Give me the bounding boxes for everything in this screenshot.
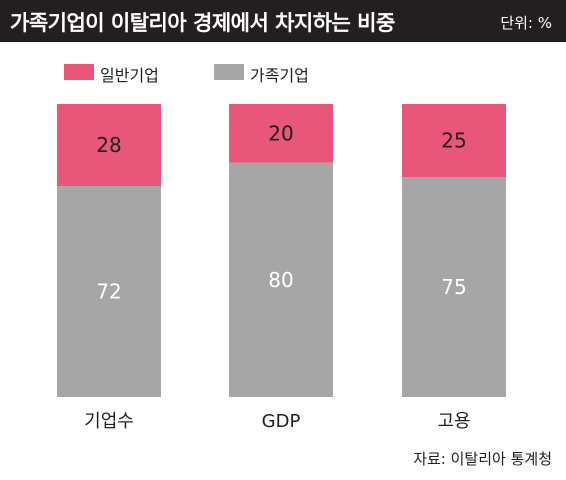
bar-general-2	[402, 104, 506, 178]
data-label-family-2: 75	[441, 275, 466, 299]
data-label-family-0: 72	[96, 280, 121, 304]
chart-title: 가족기업이 이탈리아 경제에서 차지하는 비중	[10, 11, 395, 35]
source-note: 자료: 이탈리아 통계청	[413, 450, 552, 468]
bar-family-1	[229, 162, 333, 397]
title-bar: 가족기업이 이탈리아 경제에서 차지하는 비중 단위: %	[0, 0, 566, 42]
legend-label-family: 가족기업	[250, 66, 309, 85]
data-label-general-2: 25	[441, 129, 466, 153]
legend-swatch-family	[214, 64, 244, 80]
data-label-general-1: 20	[268, 121, 293, 145]
data-label-general-0: 28	[96, 133, 121, 157]
bar-family-2	[402, 177, 506, 397]
bar-family-0	[57, 186, 161, 397]
bar-general-0	[57, 104, 161, 187]
bar-general-1	[229, 104, 333, 163]
category-label-2: 고용	[437, 411, 470, 432]
stacked-bar-chart: 28 72 기업수 20 80 GDP 25 75 고용	[57, 104, 506, 432]
category-label-0: 기업수	[84, 411, 134, 432]
unit-label: 단위: %	[500, 14, 552, 32]
data-label-family-1: 80	[268, 268, 293, 292]
category-label-1: GDP	[262, 411, 301, 432]
legend-label-general: 일반기업	[100, 66, 159, 85]
legend-swatch-general	[64, 64, 94, 80]
